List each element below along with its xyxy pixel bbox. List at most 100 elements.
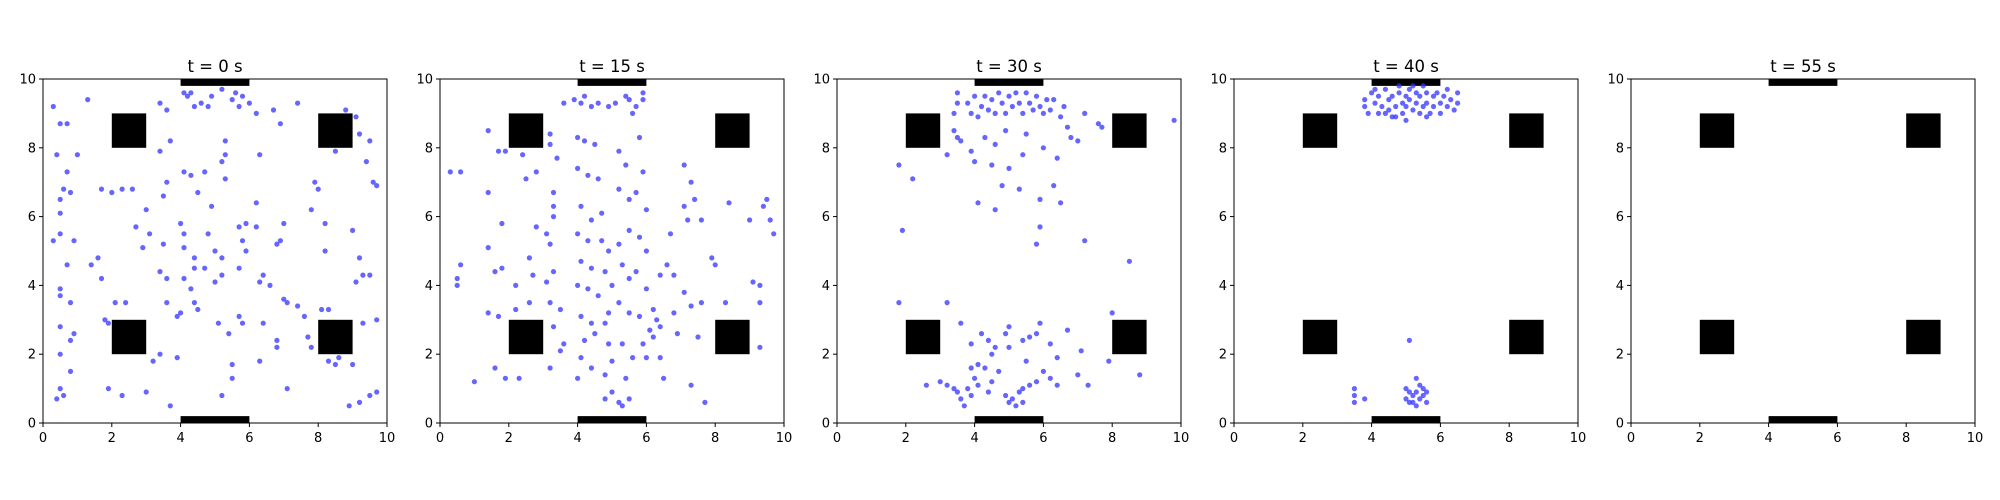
y-tick-label: 2 xyxy=(425,348,433,363)
data-point xyxy=(1054,155,1060,161)
data-point xyxy=(688,179,694,185)
data-point xyxy=(972,93,978,99)
data-point xyxy=(1040,145,1046,151)
data-point xyxy=(985,389,992,395)
data-point xyxy=(143,389,149,395)
data-point xyxy=(1006,324,1012,330)
data-point xyxy=(1417,396,1423,402)
data-point xyxy=(989,379,995,385)
y-tick-label: 0 xyxy=(425,417,433,432)
data-point xyxy=(674,331,681,337)
y-tick-label: 4 xyxy=(1219,279,1227,294)
data-point xyxy=(695,334,701,340)
data-point xyxy=(1013,403,1019,409)
y-tick-label: 8 xyxy=(425,141,433,156)
data-point xyxy=(229,97,235,103)
data-point xyxy=(1020,386,1026,392)
data-point xyxy=(1444,86,1450,92)
data-point xyxy=(636,313,643,319)
data-point xyxy=(588,320,595,326)
data-point xyxy=(764,196,770,202)
data-point xyxy=(123,300,129,306)
data-point xyxy=(1020,399,1026,405)
obstacle-5 xyxy=(180,416,250,423)
data-point xyxy=(367,138,373,144)
data-point xyxy=(1006,399,1012,405)
axes-frame xyxy=(836,78,1182,424)
data-point xyxy=(978,103,985,110)
data-point xyxy=(520,152,526,158)
y-tick-label: 2 xyxy=(1616,348,1624,363)
y-tick-label: 10 xyxy=(1210,73,1227,88)
data-point xyxy=(692,196,698,202)
data-point xyxy=(447,169,453,175)
data-point xyxy=(1033,241,1040,247)
data-point xyxy=(681,289,687,295)
data-point xyxy=(550,189,557,196)
data-point xyxy=(640,169,646,175)
y-tick-label: 0 xyxy=(1219,417,1227,432)
data-point xyxy=(643,248,650,254)
data-point xyxy=(181,90,187,96)
data-point xyxy=(982,365,988,371)
x-tick-label: 8 xyxy=(1108,431,1116,446)
data-point xyxy=(1106,358,1112,364)
data-point xyxy=(1016,100,1022,106)
data-point xyxy=(219,159,225,165)
panel-4: 0 2 4 6 8 10 0 2 4 6 8 10 t = 55 s xyxy=(1607,57,1983,446)
data-point xyxy=(1430,103,1437,110)
data-point xyxy=(1437,110,1443,116)
data-point xyxy=(750,279,756,285)
data-point xyxy=(274,344,280,350)
data-point xyxy=(67,300,74,306)
data-point xyxy=(1389,93,1395,99)
data-point xyxy=(312,179,318,185)
data-point xyxy=(191,265,197,271)
data-point xyxy=(581,337,588,343)
data-point xyxy=(222,138,228,144)
x-tick-label: 10 xyxy=(1173,431,1190,446)
data-point xyxy=(274,241,280,247)
data-point xyxy=(260,320,266,326)
data-point xyxy=(105,320,111,326)
data-point xyxy=(184,93,191,99)
data-point xyxy=(95,255,101,261)
data-point xyxy=(516,375,522,381)
data-point xyxy=(664,262,670,268)
data-point xyxy=(1430,93,1437,99)
data-point xyxy=(370,179,376,185)
data-point xyxy=(1078,348,1084,354)
data-point xyxy=(239,320,246,326)
data-point xyxy=(54,396,60,402)
data-point xyxy=(485,245,491,251)
data-point xyxy=(992,110,998,116)
data-point xyxy=(253,224,259,230)
data-point xyxy=(57,293,63,299)
data-point xyxy=(319,306,325,313)
data-point xyxy=(157,269,163,275)
data-point xyxy=(616,148,622,154)
data-point xyxy=(985,107,992,113)
data-point xyxy=(547,241,553,247)
data-point xyxy=(575,134,581,141)
data-point xyxy=(178,310,184,316)
data-point xyxy=(533,224,539,230)
data-point xyxy=(1382,110,1388,116)
data-point xyxy=(143,207,149,213)
data-point xyxy=(1424,114,1430,120)
data-point xyxy=(150,358,156,364)
data-point xyxy=(1051,97,1057,103)
data-point xyxy=(492,365,498,371)
data-point xyxy=(1424,100,1430,106)
data-point xyxy=(1171,117,1177,123)
data-point xyxy=(550,324,557,330)
data-point xyxy=(771,231,777,237)
data-point xyxy=(1372,86,1378,92)
data-point xyxy=(985,337,992,343)
data-point xyxy=(609,358,615,364)
data-point xyxy=(229,361,235,368)
data-point xyxy=(698,300,705,306)
x-tick-label: 4 xyxy=(176,431,184,446)
data-point xyxy=(550,214,557,220)
y-tick-label: 10 xyxy=(1607,73,1624,88)
